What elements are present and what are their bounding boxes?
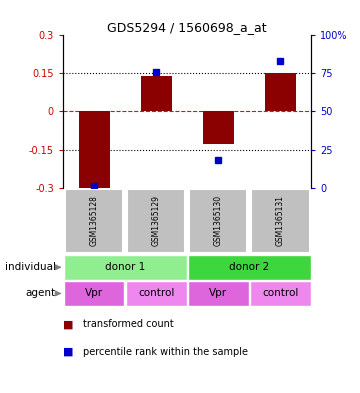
Bar [78, 112, 109, 187]
Text: transformed count: transformed count [83, 319, 174, 329]
Bar [126, 281, 186, 306]
Bar [65, 189, 123, 253]
Text: GSM1365129: GSM1365129 [152, 195, 161, 246]
Bar [188, 255, 311, 280]
Bar [265, 73, 296, 112]
Bar [64, 281, 125, 306]
Text: control: control [138, 288, 174, 298]
Text: agent: agent [26, 288, 55, 298]
Text: individual: individual [5, 262, 55, 272]
Text: Vpr: Vpr [85, 288, 103, 298]
Bar [64, 255, 186, 280]
Text: control: control [262, 288, 298, 298]
Text: donor 2: donor 2 [229, 262, 269, 272]
Bar [127, 189, 185, 253]
Bar [188, 281, 249, 306]
Text: GSM1365130: GSM1365130 [214, 195, 223, 246]
Text: GSM1365131: GSM1365131 [276, 195, 285, 246]
Text: percentile rank within the sample: percentile rank within the sample [83, 347, 248, 357]
Text: ■: ■ [63, 347, 73, 357]
Text: GSM1365128: GSM1365128 [90, 195, 99, 246]
Bar [250, 281, 311, 306]
Text: donor 1: donor 1 [105, 262, 145, 272]
Text: ■: ■ [63, 319, 73, 329]
Bar [203, 112, 234, 145]
Bar [141, 76, 172, 112]
Bar [251, 189, 310, 253]
Text: Vpr: Vpr [209, 288, 227, 298]
Bar [189, 189, 247, 253]
Title: GDS5294 / 1560698_a_at: GDS5294 / 1560698_a_at [107, 21, 267, 34]
